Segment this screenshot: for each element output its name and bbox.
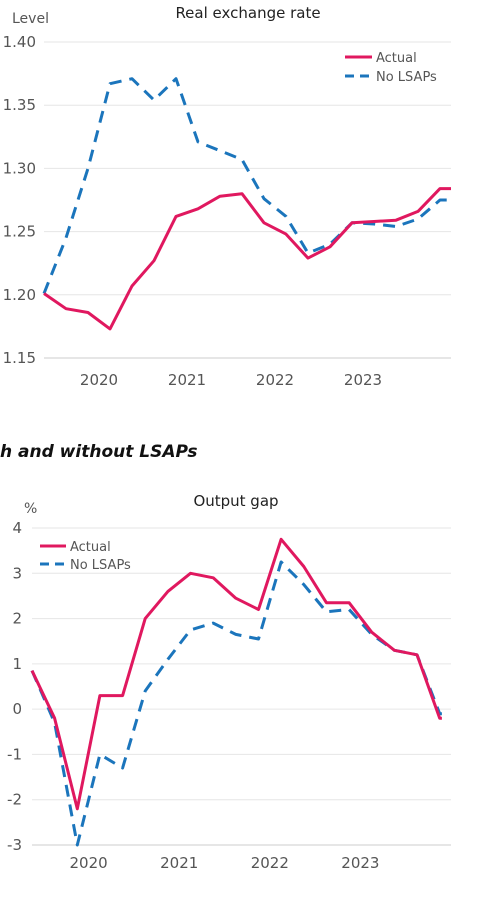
y-tick-label: -2 bbox=[7, 791, 22, 809]
legend-label-no-lsaps: No LSAPs bbox=[70, 558, 131, 573]
x-tick-label: 2023 bbox=[341, 854, 379, 872]
series-line-actual bbox=[30, 537, 442, 811]
y-tick-label: 1.15 bbox=[3, 349, 36, 367]
series-line-no-lsaps bbox=[30, 560, 442, 847]
y-tick-label: -1 bbox=[7, 745, 22, 763]
y-tick-label: 4 bbox=[12, 519, 22, 537]
y-tick-label: 1.30 bbox=[3, 159, 36, 177]
legend-label-actual: Actual bbox=[70, 540, 111, 555]
y-tick-label: 3 bbox=[12, 564, 22, 582]
x-tick-label: 2023 bbox=[344, 371, 382, 389]
y-tick-label: 1.20 bbox=[3, 286, 36, 304]
x-tick-label: 2020 bbox=[80, 371, 118, 389]
chart-title: Output gap bbox=[193, 492, 278, 510]
x-tick-label: 2022 bbox=[256, 371, 294, 389]
x-tick-label: 2021 bbox=[168, 371, 206, 389]
y-tick-label: 2 bbox=[12, 610, 22, 628]
y-axis-unit: % bbox=[24, 501, 37, 517]
series-line-no-lsaps bbox=[42, 77, 451, 295]
y-tick-label: 1.35 bbox=[3, 96, 36, 114]
y-axis-unit: Level bbox=[12, 11, 49, 27]
y-tick-label: 1.40 bbox=[3, 33, 36, 51]
legend-label-actual: Actual bbox=[376, 51, 417, 66]
x-tick-label: 2020 bbox=[70, 854, 108, 872]
y-tick-label: 1.25 bbox=[3, 223, 36, 241]
x-tick-label: 2021 bbox=[160, 854, 198, 872]
y-tick-label: 1 bbox=[12, 655, 22, 673]
y-tick-label: 0 bbox=[12, 700, 22, 718]
y-tick-label: -3 bbox=[7, 836, 22, 854]
section-heading: h and without LSAPs bbox=[0, 442, 198, 462]
x-tick-label: 2022 bbox=[251, 854, 289, 872]
chart-title: Real exchange rate bbox=[175, 4, 320, 22]
legend-label-no-lsaps: No LSAPs bbox=[376, 70, 437, 85]
series-line-actual bbox=[43, 187, 451, 331]
